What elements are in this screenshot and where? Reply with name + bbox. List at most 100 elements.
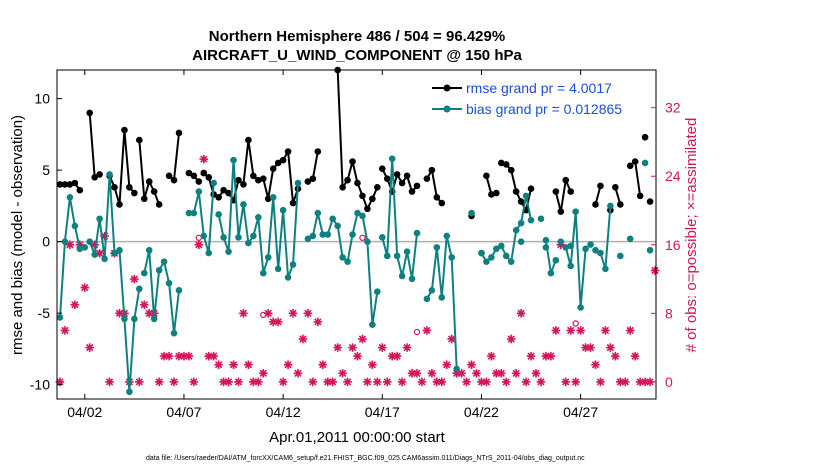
bias-point: [329, 215, 336, 223]
bias-point: [517, 219, 525, 227]
bias-point: [468, 209, 475, 217]
obs-assimilated-marker: [397, 377, 407, 387]
bias-point: [453, 365, 460, 373]
obs-assimilated-marker: [164, 351, 174, 361]
obs-assimilated-marker: [313, 317, 323, 327]
obs-assimilated-marker: [586, 343, 595, 352]
bias-point: [76, 245, 84, 253]
bias-point: [61, 238, 69, 245]
rmse-point: [121, 126, 128, 134]
obs-assimilated-marker: [601, 326, 610, 335]
x-tick-label: 04/12: [266, 404, 301, 420]
x-tick-label: 04/22: [464, 404, 499, 420]
rmse-line-segment: [426, 167, 443, 204]
bias-point: [393, 252, 401, 260]
rmse-point: [483, 172, 490, 180]
footnote-data-file: data file: /Users/raeder/DAI/ATM_forcXX/…: [146, 455, 585, 462]
bias-point: [274, 265, 282, 273]
legend-bias-label: bias grand pr = 0.012865: [466, 101, 622, 117]
y-axis-left: -10 -5 0 5 10: [30, 91, 62, 393]
obs-assimilated-marker: [283, 360, 293, 370]
rmse-point: [493, 189, 500, 197]
y-left-tick-label: -10: [30, 377, 50, 393]
obs-assimilated-marker: [234, 377, 243, 387]
obs-assimilated-marker: [482, 377, 491, 387]
obs-assimilated-marker: [199, 154, 209, 164]
bias-point: [225, 248, 232, 255]
bias-point: [542, 244, 550, 251]
obs-assimilated-marker: [462, 377, 471, 387]
rmse-point: [165, 172, 173, 180]
rmse-point: [567, 188, 575, 195]
obs-assimilated-marker: [293, 368, 303, 378]
y-right-tick-label: 32: [665, 100, 681, 116]
rmse-point: [274, 159, 282, 167]
obs-assimilated-marker: [620, 377, 630, 387]
rmse-point: [562, 176, 570, 184]
bias-point: [542, 236, 550, 244]
rmse-point: [140, 195, 148, 203]
obs-assimilated-marker: [526, 351, 536, 361]
bias-point: [165, 279, 173, 287]
rmse-point: [369, 195, 376, 203]
rmse-point: [91, 173, 98, 181]
obs-assimilated-marker: [412, 368, 422, 378]
obs-assimilated-marker: [194, 240, 204, 250]
bias-point: [641, 159, 649, 167]
obs-assimilated-marker: [591, 360, 600, 370]
bias-point: [512, 226, 520, 234]
bias-point: [507, 258, 515, 265]
chart-title-line1: Northern Hemisphere 486 / 504 = 96.429%: [209, 28, 505, 45]
bias-point: [448, 254, 456, 261]
obs-assimilated-marker: [135, 377, 144, 387]
x-axis: 04/02 04/07 04/12 04/17 04/22 04/27: [67, 70, 598, 420]
y-right-tick-label: 24: [665, 168, 681, 184]
bias-point: [66, 194, 74, 201]
obs-possible-marker: [260, 311, 267, 319]
rmse-point: [170, 176, 178, 184]
rmse-point: [269, 165, 277, 172]
obs-assimilated-marker: [427, 368, 437, 378]
rmse-point: [517, 198, 525, 205]
bias-point: [106, 171, 113, 178]
obs-assimilated-marker: [258, 368, 268, 378]
obs-assimilated-marker: [467, 360, 476, 370]
y-right-tick-label: 16: [665, 237, 681, 253]
obs-assimilated-marker: [611, 351, 620, 361]
bias-point: [602, 265, 609, 273]
obs-assimilated-marker: [392, 351, 402, 361]
rmse-point: [488, 191, 495, 198]
rmse-point: [86, 109, 94, 117]
bias-point: [175, 286, 183, 294]
bias-point: [91, 251, 98, 258]
bias-point: [374, 288, 381, 296]
obs-assimilated-marker: [214, 360, 223, 370]
obs-assimilated-marker: [154, 377, 164, 387]
legend: rmse grand pr = 4.0017 bias grand pr = 0…: [432, 80, 622, 117]
obs-assimilated-marker: [60, 326, 70, 335]
x-tick-label: 04/07: [166, 404, 201, 420]
obs-assimilated-marker: [273, 317, 283, 327]
rmse-point: [215, 194, 222, 201]
bias-point: [517, 238, 525, 245]
rmse-point: [428, 166, 436, 174]
rmse-point: [507, 166, 515, 174]
obs-assimilated-marker: [189, 377, 199, 387]
obs-assimilated-marker: [254, 377, 263, 387]
rmse-point: [155, 201, 163, 208]
obs-assimilated-marker: [318, 360, 328, 370]
bias-point: [289, 261, 297, 268]
rmse-point: [200, 169, 208, 177]
rmse-point: [255, 176, 262, 184]
bias-point: [145, 246, 153, 254]
obs-assimilated-marker: [373, 377, 382, 387]
rmse-point: [150, 188, 158, 195]
obs-assimilated-marker: [576, 326, 585, 335]
bias-point: [116, 246, 123, 254]
rmse-point: [71, 179, 79, 187]
bias-point: [527, 216, 535, 224]
bias-point: [359, 212, 366, 220]
rmse-point: [145, 178, 153, 185]
rmse-point: [423, 175, 431, 183]
